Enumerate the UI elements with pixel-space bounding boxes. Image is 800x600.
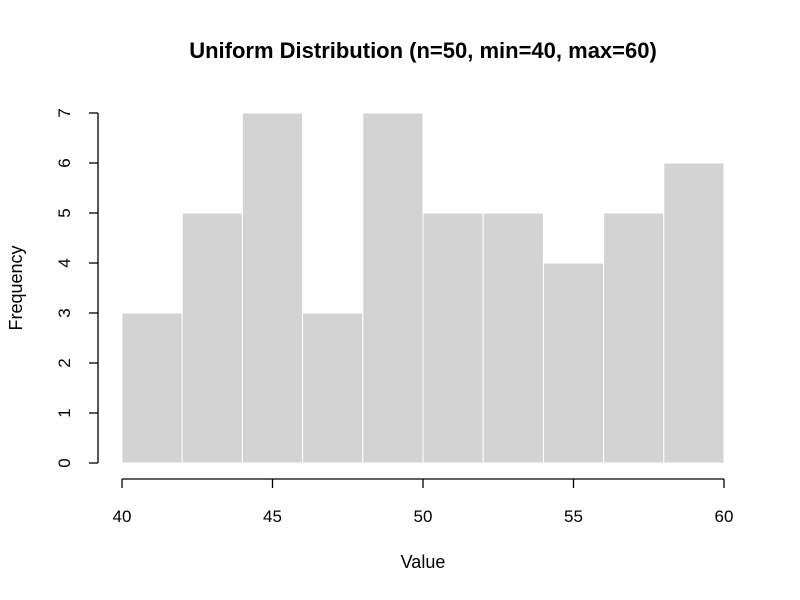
- x-tick-label-55: 55: [564, 507, 583, 526]
- chart-title: Uniform Distribution (n=50, min=40, max=…: [189, 38, 657, 63]
- histogram-bar-2: [181, 212, 243, 464]
- y-tick-label-6: 6: [55, 158, 74, 167]
- histogram-bar-9: [603, 212, 665, 464]
- histogram-bar-6: [422, 212, 484, 464]
- y-axis: 0 1 2 3 4 5 6 7: [55, 108, 99, 468]
- x-tick-label-45: 45: [263, 507, 282, 526]
- x-tick-label-50: 50: [414, 507, 433, 526]
- y-tick-label-5: 5: [55, 208, 74, 217]
- y-axis-title: Frequency: [6, 245, 26, 330]
- histogram-bar-5: [362, 112, 424, 464]
- histogram-bar-3: [241, 112, 304, 464]
- histogram-bar-8: [542, 262, 605, 464]
- y-tick-label-3: 3: [55, 308, 74, 317]
- x-axis: 40 45 50 55 60: [113, 478, 734, 526]
- x-axis-title: Value: [401, 552, 446, 572]
- histogram-bar-7: [482, 212, 544, 464]
- histogram-bar-10: [663, 162, 725, 464]
- y-tick-label-7: 7: [55, 108, 74, 117]
- y-tick-label-1: 1: [55, 408, 74, 417]
- y-tick-label-2: 2: [55, 358, 74, 367]
- x-tick-label-40: 40: [113, 507, 132, 526]
- y-tick-label-4: 4: [55, 258, 74, 267]
- x-tick-label-60: 60: [715, 507, 734, 526]
- y-tick-label-0: 0: [55, 458, 74, 467]
- histogram-bar-1: [121, 312, 183, 464]
- bars-group: [121, 112, 725, 464]
- histogram-bar-4: [302, 312, 364, 464]
